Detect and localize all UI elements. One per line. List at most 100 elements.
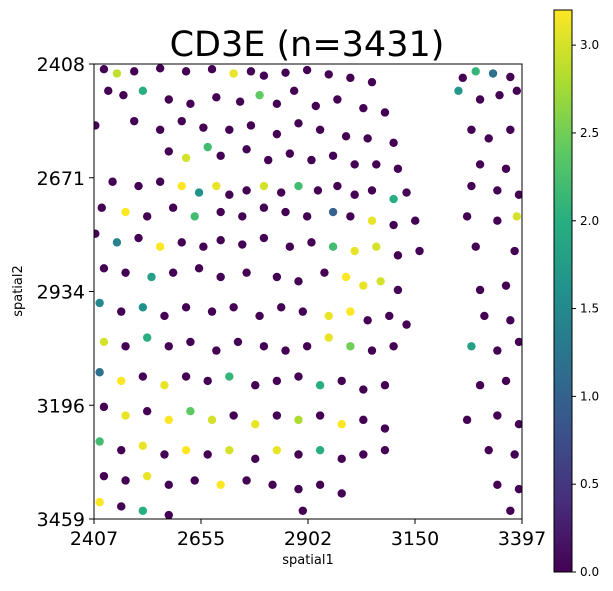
data-point [367, 77, 377, 87]
data-point [225, 125, 234, 135]
y-tick-label: 2671 [37, 168, 85, 190]
data-point [493, 216, 502, 225]
data-point [264, 155, 273, 165]
data-point [307, 238, 316, 247]
data-point [298, 506, 308, 515]
data-point [281, 68, 290, 77]
data-point [181, 67, 191, 76]
data-point [380, 445, 390, 455]
data-point [359, 103, 368, 113]
data-point [104, 86, 113, 96]
data-point [168, 203, 178, 212]
data-point [341, 132, 351, 141]
data-point [95, 437, 104, 446]
data-point [514, 337, 522, 347]
data-point [121, 411, 130, 420]
data-point [311, 101, 320, 111]
data-point [199, 123, 208, 132]
data-point [246, 67, 256, 76]
data-point [402, 320, 411, 329]
data-point [142, 333, 152, 342]
data-point [328, 207, 338, 217]
data-point [359, 415, 368, 425]
data-point [207, 307, 217, 316]
data-point [238, 212, 247, 221]
data-point [259, 233, 269, 243]
data-point [324, 333, 333, 342]
data-point [501, 164, 511, 173]
data-point [235, 97, 245, 106]
data-point [186, 337, 195, 347]
data-point [475, 285, 485, 295]
data-point [346, 342, 355, 351]
colorbar-tick-label: 0.5 [580, 477, 599, 491]
data-point [259, 181, 269, 191]
data-point [495, 90, 504, 100]
data-point [350, 190, 359, 199]
data-point [514, 190, 522, 199]
data-point [255, 311, 264, 321]
x-tick-label: 2655 [177, 528, 225, 550]
data-point [142, 471, 152, 481]
y-axis-label: spatial2 [11, 265, 26, 317]
data-point [94, 229, 100, 238]
data-point [506, 125, 515, 135]
data-point [341, 272, 351, 282]
data-point [134, 181, 143, 191]
data-point [372, 160, 381, 169]
data-point [462, 212, 472, 221]
data-point [242, 145, 251, 154]
x-tick-label: 2902 [284, 528, 332, 550]
x-tick-label: 3150 [391, 528, 439, 550]
data-point [315, 480, 325, 489]
data-point [367, 216, 377, 225]
data-point [160, 311, 169, 321]
data-point [337, 419, 346, 429]
data-point [493, 186, 502, 195]
data-point [359, 385, 368, 394]
data-point [181, 445, 191, 455]
data-point [484, 445, 493, 455]
data-point [138, 506, 148, 515]
data-point [216, 151, 225, 160]
data-point [484, 134, 493, 143]
data-point [328, 151, 338, 160]
data-point [359, 281, 368, 290]
data-point [380, 381, 390, 390]
data-point [203, 142, 212, 152]
data-point [225, 445, 234, 455]
data-point [119, 90, 128, 100]
data-point [216, 207, 225, 217]
data-point [389, 138, 398, 147]
data-point [315, 445, 325, 455]
data-point [160, 450, 169, 459]
data-point [242, 476, 251, 485]
data-point [276, 303, 286, 312]
data-point [272, 445, 282, 455]
data-point [112, 238, 122, 247]
data-point [216, 272, 225, 282]
data-point [212, 181, 221, 191]
data-point [138, 441, 148, 451]
data-point [268, 480, 277, 489]
data-point [186, 407, 195, 416]
x-tick-label: 2407 [70, 528, 118, 550]
data-point [142, 212, 152, 221]
data-point [242, 268, 251, 277]
data-point [155, 125, 165, 135]
data-point [147, 272, 156, 282]
data-point [454, 86, 463, 96]
data-point [467, 181, 476, 191]
data-point [272, 272, 282, 282]
data-point [389, 342, 398, 351]
x-tick-label: 3397 [498, 528, 546, 550]
data-point [95, 298, 104, 308]
data-point [333, 181, 342, 191]
data-point [212, 346, 221, 355]
data-point [199, 242, 208, 251]
data-point [493, 346, 502, 355]
data-point [281, 346, 290, 355]
colorbar-tick-label: 1.0 [580, 389, 599, 403]
data-point [238, 240, 247, 249]
